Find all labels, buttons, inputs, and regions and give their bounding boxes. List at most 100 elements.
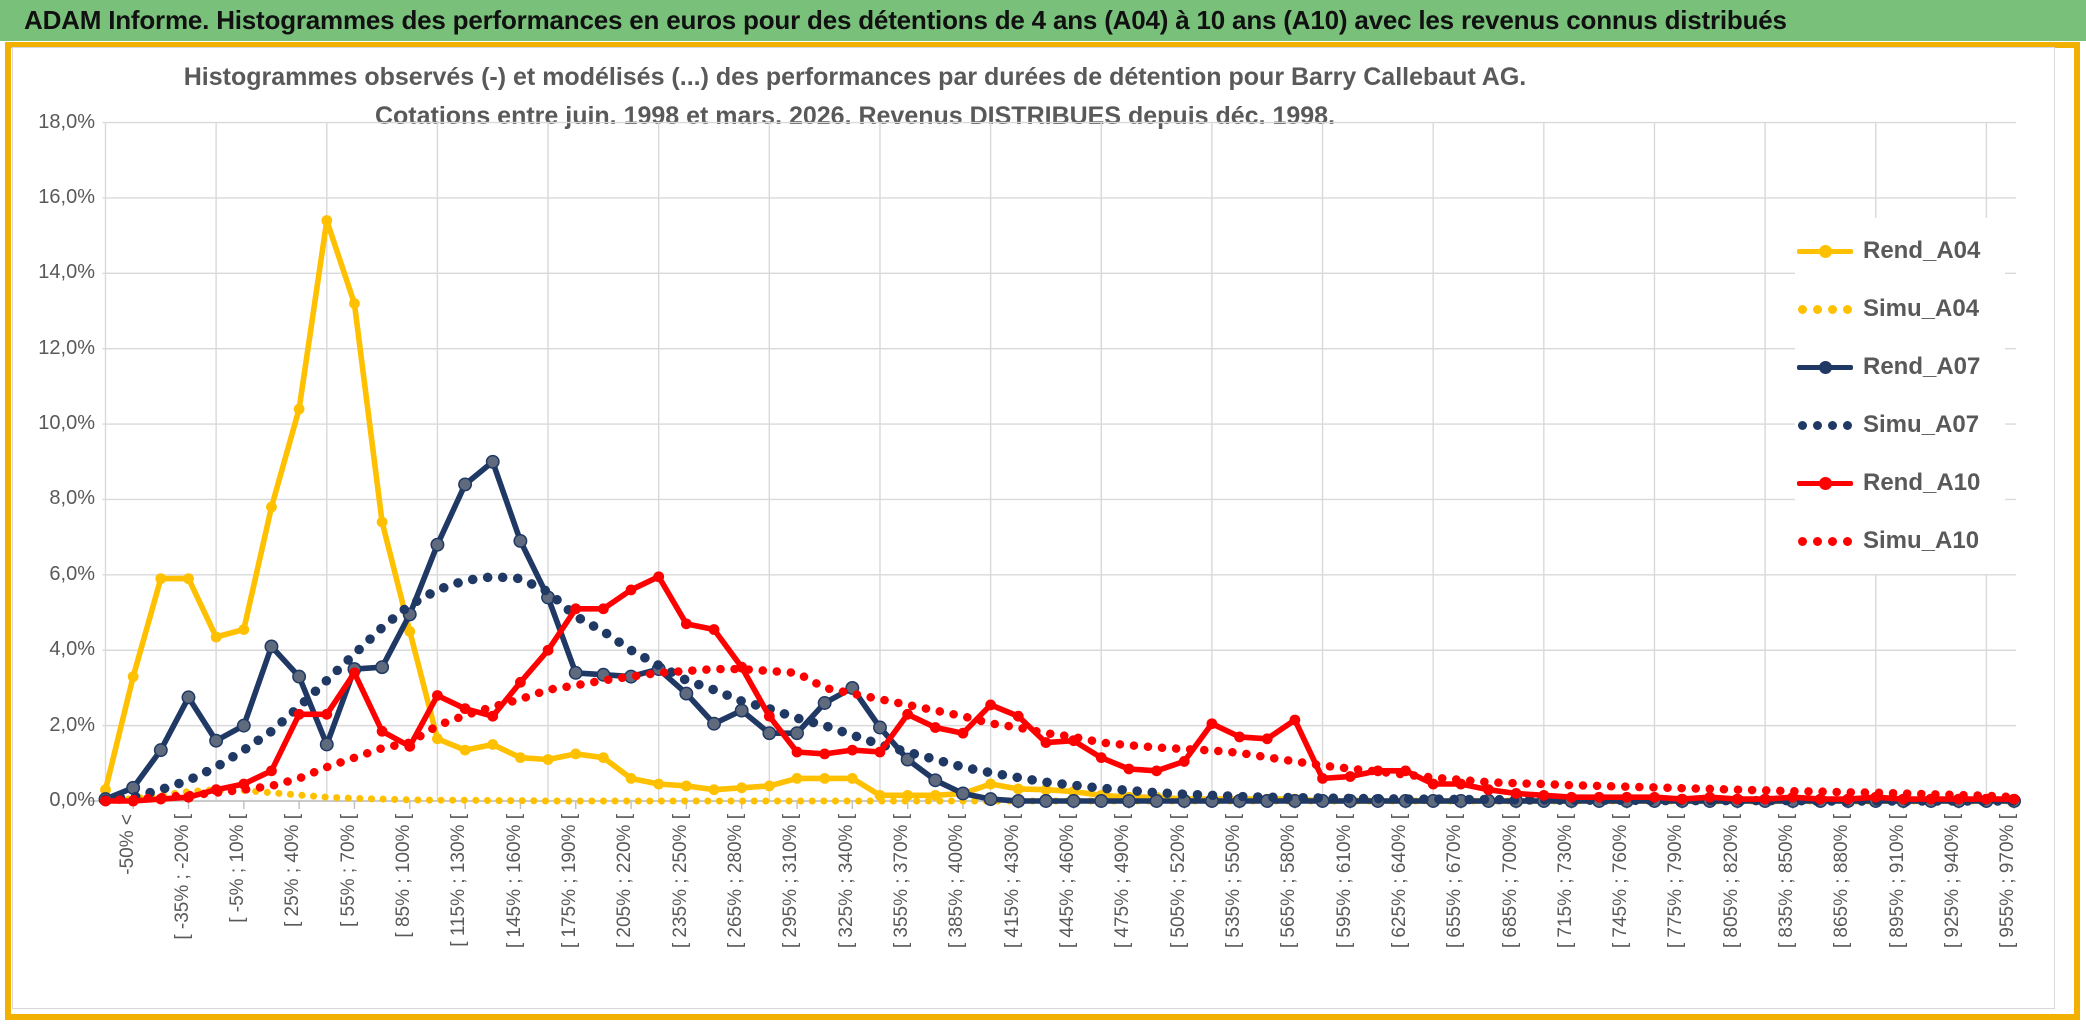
series-marker-Rend_A10 xyxy=(432,690,443,701)
series-marker-Rend_A10 xyxy=(680,618,692,630)
x-axis-label: [ 595% ; 610% [ xyxy=(1333,814,1355,949)
series-marker-Rend_A10 xyxy=(1317,772,1328,784)
series-line-Rend_A10 xyxy=(105,573,2014,804)
series-marker-Rend_A04 xyxy=(680,780,692,792)
series-marker-Rend_A10 xyxy=(597,603,609,615)
x-axis-label: [ 655% ; 670% [ xyxy=(1444,814,1466,949)
x-axis-label: [ 25% ; 40% [ xyxy=(282,814,304,928)
series-marker-Rend_A04 xyxy=(127,671,139,683)
chart-title-line2: Cotations entre juin. 1998 et mars. 2026… xyxy=(374,102,1336,130)
legend-item-simu-a10[interactable]: Simu_A10 xyxy=(1795,512,2005,570)
series-marker-Rend_A07 xyxy=(485,454,500,469)
x-axis-label: [ 895% ; 910% [ xyxy=(1886,814,1908,949)
series-marker-Rend_A10 xyxy=(570,603,582,615)
series-marker-Rend_A07 xyxy=(1066,794,1081,808)
x-axis-label: [ 955% ; 970% [ xyxy=(1997,814,2019,949)
x-axis-label: [ 145% ; 160% [ xyxy=(503,814,525,949)
series-marker-Rend_A10 xyxy=(1649,791,1660,803)
y-axis-label: 10,0% xyxy=(38,412,95,435)
series-marker-Rend_A07 xyxy=(762,726,777,741)
series-marker-Rend_A07 xyxy=(236,718,251,733)
series-marker-Rend_A04 xyxy=(515,752,526,764)
series-line-Simu_A10 xyxy=(101,664,2019,805)
series-marker-Rend_A10 xyxy=(2008,793,2020,805)
series-marker-Rend_A04 xyxy=(183,573,194,585)
legend-item-rend-a10[interactable]: Rend_A10 xyxy=(1795,454,2005,512)
legend-sample-solid-line-icon xyxy=(1795,476,1855,490)
header-banner: ADAM Informe. Histogrammes des performan… xyxy=(0,0,2086,41)
series-marker-Rend_A10 xyxy=(985,699,997,711)
series-marker-Rend_A04 xyxy=(238,624,250,635)
chart-title-line1: Histogrammes observés (-) et modélisés (… xyxy=(183,63,1527,91)
series-marker-Rend_A10 xyxy=(653,571,665,583)
series-marker-Rend_A07 xyxy=(1011,794,1026,808)
series-marker-Rend_A07 xyxy=(319,737,334,752)
x-axis-label: [ 415% ; 430% [ xyxy=(1001,814,1023,949)
series-marker-Rend_A10 xyxy=(1759,793,1771,805)
series-marker-Rend_A07 xyxy=(458,477,473,492)
series-marker-Rend_A10 xyxy=(1427,778,1439,790)
y-axis-label: 14,0% xyxy=(38,261,95,284)
x-axis-label: [ 475% ; 490% [ xyxy=(1112,814,1134,949)
legend-label: Rend_A07 xyxy=(1863,353,1981,380)
series-marker-Rend_A10 xyxy=(1621,791,1633,803)
series-line-Simu_A07 xyxy=(100,571,2019,806)
legend-item-rend-a04[interactable]: Rend_A04 xyxy=(1795,222,2005,280)
series-line-Rend_A04 xyxy=(102,217,2014,804)
series-marker-Rend_A04 xyxy=(459,744,471,756)
series-marker-Rend_A07 xyxy=(679,686,694,701)
series-marker-Rend_A04 xyxy=(1012,783,1024,795)
series-marker-Rend_A04 xyxy=(846,772,858,784)
series-marker-Rend_A04 xyxy=(791,772,803,784)
series-marker-Rend_A10 xyxy=(1344,771,1356,782)
series-marker-Rend_A07 xyxy=(292,669,307,684)
series-marker-Rend_A10 xyxy=(293,708,305,720)
legend-sample-solid-line-icon xyxy=(1795,360,1855,374)
legend-label: Simu_A07 xyxy=(1863,411,1980,438)
legend-item-simu-a07[interactable]: Simu_A07 xyxy=(1795,396,2005,454)
y-axis-label: 4,0% xyxy=(49,638,95,661)
x-axis-label: [ 505% ; 520% [ xyxy=(1167,814,1189,949)
series-marker-Rend_A10 xyxy=(1095,752,1107,764)
series-marker-Rend_A07 xyxy=(790,726,804,741)
series-marker-Rend_A04 xyxy=(404,625,416,637)
x-axis-label: [ 745% ; 760% [ xyxy=(1610,814,1632,949)
legend-item-simu-a04[interactable]: Simu_A04 xyxy=(1795,280,2005,338)
series-marker-Rend_A04 xyxy=(736,782,748,794)
series-marker-Rend_A04 xyxy=(349,298,360,309)
x-axis-label: [ -5% ; 10% [ xyxy=(227,814,249,923)
series-marker-Rend_A07 xyxy=(375,660,390,675)
series-marker-Rend_A10 xyxy=(1566,791,1577,803)
series-marker-Rend_A10 xyxy=(1123,763,1135,775)
series-marker-Rend_A07 xyxy=(873,720,887,735)
series-marker-Rend_A07 xyxy=(1094,794,1109,808)
x-axis-label: [ 325% ; 340% [ xyxy=(835,814,857,949)
series-marker-Rend_A07 xyxy=(430,537,445,552)
legend-sample-dotted-line-icon xyxy=(1795,420,1855,430)
x-axis-label: [ 85% ; 100% [ xyxy=(393,814,415,938)
series-marker-Rend_A10 xyxy=(1676,793,1688,805)
series-marker-Rend_A10 xyxy=(625,584,637,596)
series-marker-Rend_A10 xyxy=(1234,731,1245,743)
series-marker-Rend_A04 xyxy=(763,780,775,792)
series-marker-Rend_A10 xyxy=(736,661,748,673)
y-axis-label: 8,0% xyxy=(49,487,95,510)
series-marker-Rend_A10 xyxy=(1704,791,1716,803)
series-marker-Rend_A10 xyxy=(708,624,720,635)
x-axis-label: -50% < xyxy=(116,814,138,875)
series-marker-Rend_A10 xyxy=(1178,756,1190,767)
chart-inner-border xyxy=(12,47,2055,1009)
series-marker-Rend_A10 xyxy=(763,710,775,722)
y-axis-label: 18,0% xyxy=(38,110,95,133)
series-marker-Rend_A04 xyxy=(1040,784,1052,796)
series-marker-Rend_A07 xyxy=(1038,794,1053,808)
legend-item-rend-a07[interactable]: Rend_A07 xyxy=(1795,338,2005,396)
legend-label: Simu_A04 xyxy=(1863,295,1980,322)
x-axis-label: [ 175% ; 190% [ xyxy=(559,814,581,949)
x-axis-label: [ 235% ; 250% [ xyxy=(669,814,691,949)
series-marker-Rend_A10 xyxy=(459,703,471,715)
series-marker-Rend_A10 xyxy=(1483,784,1494,796)
series-marker-Rend_A07 xyxy=(1149,794,1164,808)
